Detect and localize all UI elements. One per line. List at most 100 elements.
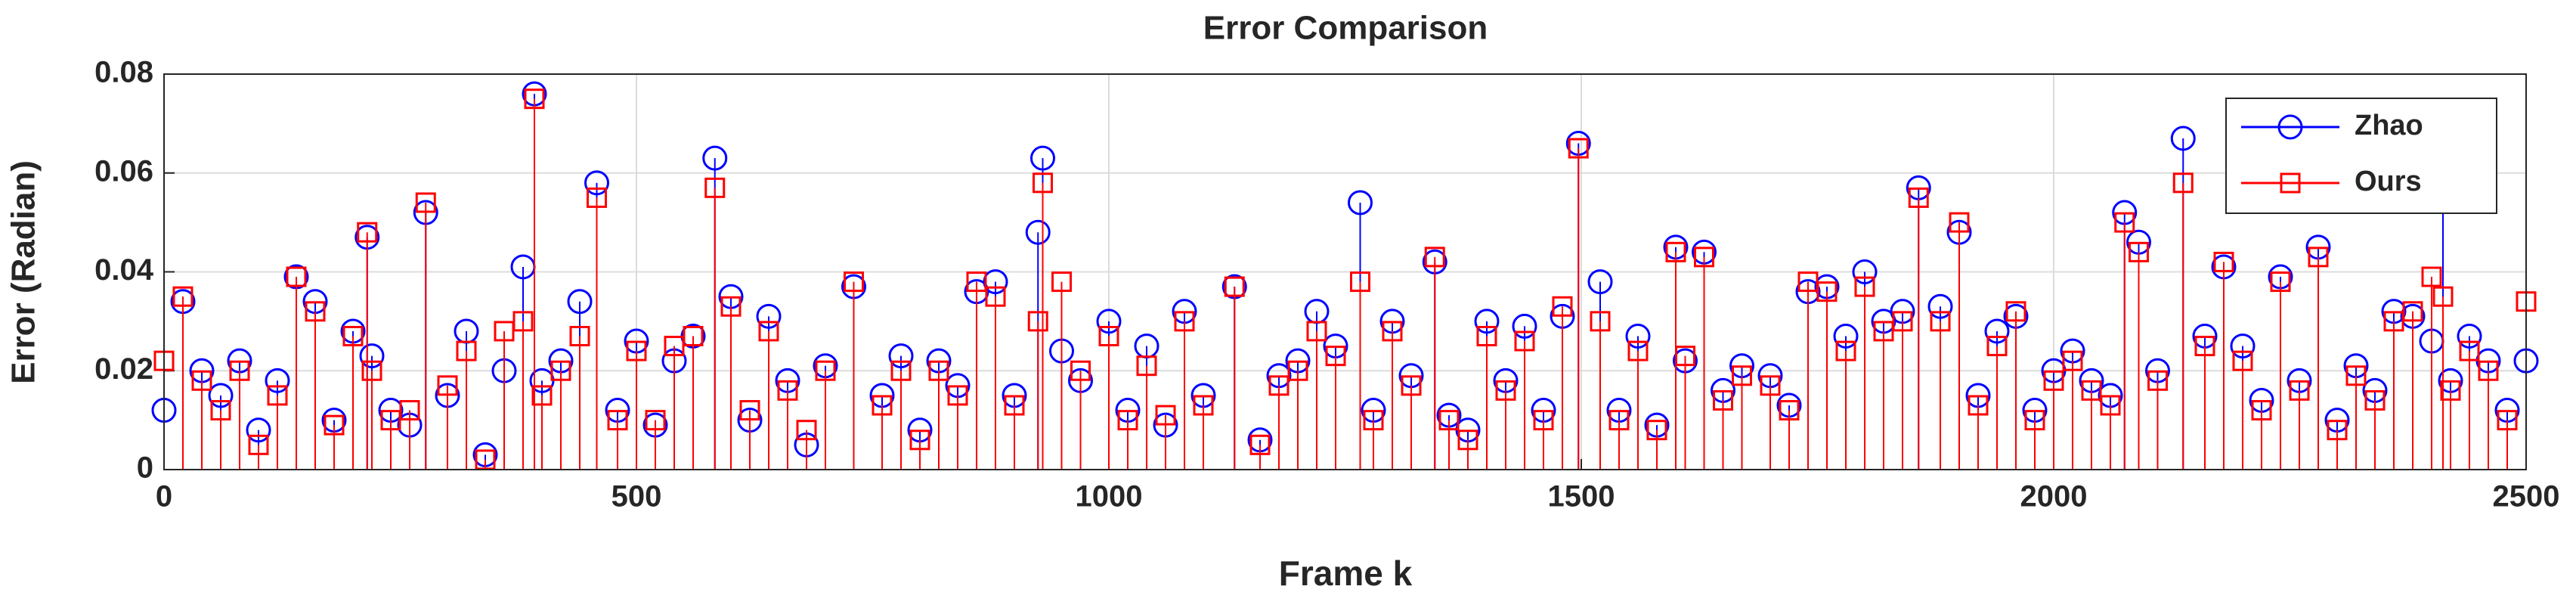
marker (1474, 309, 1500, 334)
y-axis-label: Error (Radian) (5, 160, 42, 384)
marker (1908, 187, 1929, 208)
marker (1363, 410, 1384, 431)
marker (437, 375, 458, 396)
x-axis-label: Frame k (1279, 554, 1413, 593)
marker (1949, 212, 1970, 233)
legend-label: Ours (2355, 166, 2422, 197)
marker (1457, 430, 1478, 451)
marker (645, 410, 666, 431)
marker (985, 286, 1006, 307)
legend-box (2225, 98, 2497, 214)
marker (1968, 395, 1989, 416)
marker (1608, 410, 1630, 431)
marker (2277, 114, 2303, 140)
marker (1625, 323, 1651, 349)
marker (1033, 172, 1053, 194)
marker (2129, 241, 2149, 262)
marker (1401, 375, 1422, 396)
marker (720, 296, 742, 317)
marker (550, 360, 571, 381)
marker (2457, 323, 2482, 349)
marker (1027, 311, 1048, 332)
marker (1984, 318, 2010, 344)
marker (415, 192, 436, 213)
marker (1816, 281, 1838, 302)
marker (1694, 247, 1714, 268)
marker (399, 400, 420, 421)
marker (1675, 346, 1695, 367)
marker (229, 360, 250, 381)
marker (1155, 405, 1176, 426)
marker (739, 400, 760, 421)
marker (1348, 190, 1373, 216)
marker (587, 187, 607, 208)
marker (1854, 276, 1875, 297)
marker (1533, 410, 1554, 431)
marker (2327, 420, 2348, 441)
y-tick-label: 0.02 (94, 352, 153, 386)
x-tick-label: 2000 (2020, 480, 2088, 513)
marker (966, 271, 987, 293)
marker (1249, 434, 1271, 455)
marker (456, 340, 477, 361)
marker (2270, 271, 2291, 293)
legend: Zhao Ours (2225, 98, 2497, 214)
marker (1732, 365, 1752, 386)
marker (1193, 395, 1214, 416)
marker (357, 222, 378, 243)
marker (758, 321, 779, 342)
marker (2232, 350, 2253, 371)
y-tick-label: 0.04 (94, 253, 154, 287)
marker (888, 343, 914, 369)
marker (267, 385, 288, 406)
marker (777, 380, 798, 401)
marker (324, 414, 345, 436)
marker (1174, 311, 1195, 332)
marker (1587, 269, 1613, 295)
marker (1627, 340, 1649, 361)
marker (2062, 350, 2083, 371)
marker (246, 417, 271, 443)
marker (2345, 365, 2367, 386)
x-tick-label: 1000 (1076, 480, 1143, 513)
marker (475, 449, 496, 470)
marker (2172, 172, 2194, 194)
marker (2280, 172, 2301, 194)
marker (1590, 311, 1611, 332)
marker (584, 170, 609, 196)
marker (1070, 360, 1091, 381)
marker (1495, 380, 1516, 401)
marker (1552, 296, 1573, 317)
marker (947, 385, 968, 406)
axes-box (163, 73, 2527, 470)
marker (1512, 313, 1537, 339)
marker (1930, 311, 1951, 332)
marker (2459, 340, 2480, 361)
marker (1096, 309, 1122, 334)
marker (2478, 360, 2499, 381)
marker (2289, 380, 2310, 401)
marker (2043, 370, 2064, 391)
x-tick-label: 0 (156, 480, 172, 513)
marker (265, 368, 290, 393)
marker (1986, 336, 2008, 357)
marker (1514, 330, 1535, 352)
marker (626, 340, 647, 361)
marker (2024, 410, 2045, 431)
marker (361, 360, 382, 381)
y-tick-label: 0 (137, 451, 153, 485)
marker (1136, 355, 1157, 377)
marker (796, 420, 817, 441)
marker (683, 325, 704, 346)
legend-label: Zhao (2355, 110, 2423, 141)
marker (531, 385, 553, 406)
marker (1268, 375, 1290, 396)
y-tick-label: 0.08 (94, 56, 153, 89)
marker (2147, 370, 2168, 391)
marker (286, 266, 307, 287)
marker (815, 360, 836, 381)
marker (1224, 276, 1245, 297)
marker (1568, 138, 1589, 159)
marker (2251, 400, 2272, 421)
